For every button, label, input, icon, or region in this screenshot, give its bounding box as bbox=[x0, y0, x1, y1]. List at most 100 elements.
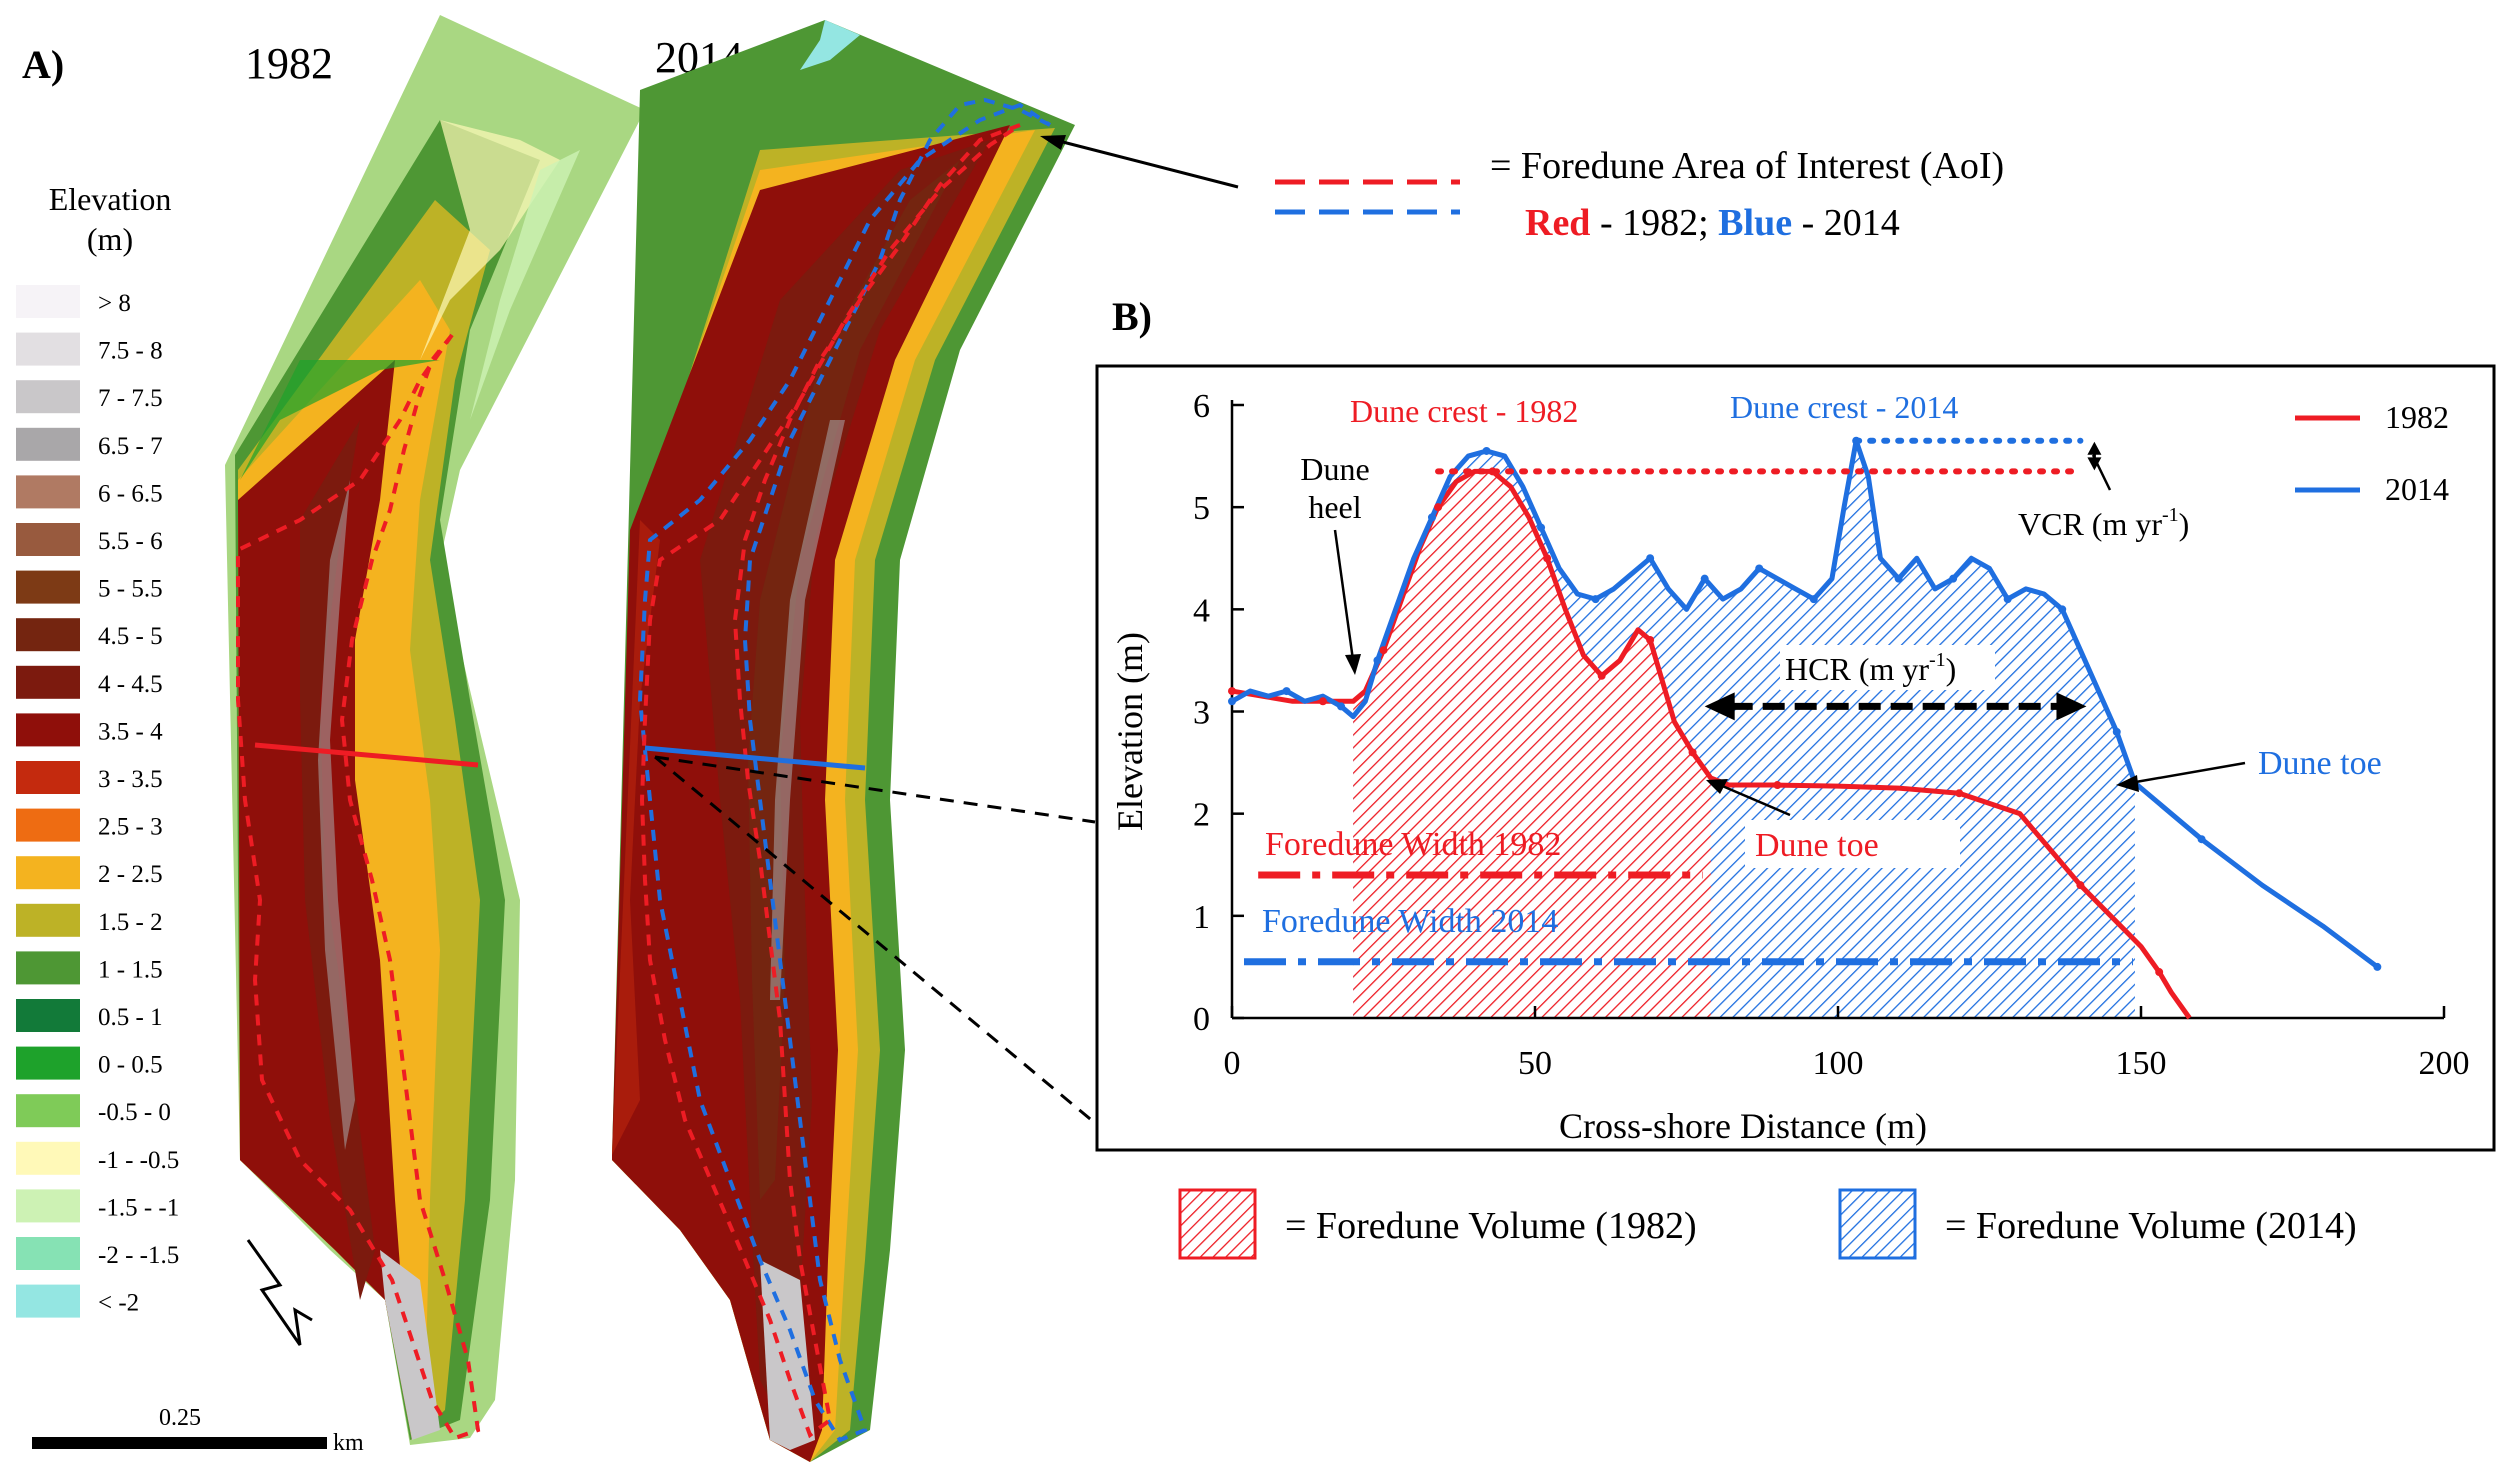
dune-heel-label: Dune bbox=[1300, 451, 1369, 487]
series-2014-point bbox=[2112, 727, 2121, 736]
vcr-label-sup: -1 bbox=[2162, 504, 2179, 526]
series-1982-point bbox=[1434, 503, 1443, 512]
series-1982-point bbox=[2155, 968, 2164, 977]
vcr-label-close: ) bbox=[2179, 506, 2190, 542]
legend-swatch bbox=[16, 332, 80, 366]
legend-swatch bbox=[16, 713, 80, 747]
legend-swatch bbox=[16, 380, 80, 414]
legend-label: 3.5 - 4 bbox=[98, 718, 163, 745]
hcr-label: HCR (m yr-1) bbox=[1785, 649, 1956, 687]
series-2014-point bbox=[1949, 574, 1958, 583]
legend-label: 0 - 0.5 bbox=[98, 1052, 163, 1079]
map-1982 bbox=[225, 15, 645, 1445]
aoi-legend-label: = Foredune Area of Interest (AoI) bbox=[1490, 145, 2004, 187]
legend-label: 4.5 - 5 bbox=[98, 623, 163, 650]
legend-swatch bbox=[16, 1094, 80, 1128]
legend-swatch bbox=[16, 570, 80, 604]
dune-toe-1982-pointer bbox=[1719, 783, 1791, 817]
year-1982-label: 1982 bbox=[245, 39, 333, 88]
series-2014-point bbox=[1646, 554, 1655, 563]
legend-label: -2 - -1.5 bbox=[98, 1242, 179, 1269]
series-1982-point bbox=[1543, 554, 1552, 563]
foredune-width-1982-label: Foredune Width 1982 bbox=[1265, 826, 1561, 863]
series-2014-point bbox=[2058, 605, 2067, 614]
vcr-arrow-head-up bbox=[2087, 441, 2102, 455]
legend-swatch bbox=[16, 856, 80, 890]
series-1982-point bbox=[1597, 671, 1606, 680]
legend-label: -1.5 - -1 bbox=[98, 1194, 179, 1221]
vcr-label: VCR (m yr-1) bbox=[2018, 504, 2189, 542]
legend-label: 2.5 - 3 bbox=[98, 814, 163, 841]
series-2014-line bbox=[1230, 438, 2379, 969]
volume-1982-label: = Foredune Volume (1982) bbox=[1285, 1205, 1697, 1247]
series-2014-point bbox=[1228, 697, 1236, 706]
vcr-arrow-head-down bbox=[2087, 457, 2102, 471]
x-tick-label: 200 bbox=[2419, 1045, 2470, 1082]
legend-label: 5.5 - 6 bbox=[98, 528, 163, 555]
vcr-pointer bbox=[2091, 454, 2112, 491]
dune-toe-2014-label: Dune toe bbox=[2258, 745, 2382, 782]
aoi-year-key: Red - 1982; Blue - 2014 bbox=[1525, 202, 1900, 244]
aoi-blue-year: - 2014 bbox=[1792, 202, 1900, 244]
map-2014 bbox=[612, 20, 1075, 1462]
legend-label: 6.5 - 7 bbox=[98, 433, 163, 460]
legend-label: 3 - 3.5 bbox=[98, 766, 163, 793]
legend-label: > 8 bbox=[98, 290, 131, 317]
legend-label: 6 - 6.5 bbox=[98, 480, 163, 507]
x-tick-label: 50 bbox=[1518, 1045, 1552, 1082]
legend-swatch bbox=[16, 523, 80, 556]
legend-swatch bbox=[16, 285, 80, 318]
hcr-arrow-head-left bbox=[1704, 692, 1735, 721]
y-tick-label: 4 bbox=[1193, 592, 1210, 629]
series-2014-point bbox=[1809, 595, 1818, 604]
legend-swatch bbox=[16, 1237, 80, 1270]
series-2014-point bbox=[1537, 523, 1546, 532]
series-1982-point bbox=[1318, 697, 1327, 706]
hcr-label-text: HCR (m yr bbox=[1785, 651, 1929, 687]
volume-2014-label: = Foredune Volume (2014) bbox=[1945, 1205, 2357, 1247]
legend-swatch bbox=[16, 951, 80, 985]
series-2014-point bbox=[2197, 835, 2206, 844]
series-1982-point bbox=[1379, 646, 1388, 655]
legend-label: -1 - -0.5 bbox=[98, 1147, 179, 1174]
dune-toe-1982-label: Dune toe bbox=[1755, 827, 1879, 864]
legend-swatch bbox=[16, 1189, 80, 1223]
series-2014-point bbox=[2373, 962, 2382, 971]
transect-1982 bbox=[254, 742, 479, 768]
dune-toe-1982-arrowhead bbox=[1706, 779, 1728, 794]
aoi-blue-word: Blue bbox=[1718, 202, 1792, 244]
dune-toe-2014-pointer bbox=[2129, 761, 2246, 785]
scale-bar-unit: km bbox=[333, 1430, 364, 1456]
aoi-1982-boundary bbox=[236, 333, 481, 1441]
legend-label: 5 - 5.5 bbox=[98, 576, 163, 603]
hcr-label-bg bbox=[1780, 645, 1995, 690]
legend-label: 1.5 - 2 bbox=[98, 909, 163, 936]
series-1982-point bbox=[2076, 881, 2085, 890]
foredune-width-2014-label: Foredune Width 2014 bbox=[1262, 903, 1558, 940]
panel-a-label: A) bbox=[22, 42, 64, 87]
y-tick-label: 1 bbox=[1193, 899, 1210, 936]
legend-swatch bbox=[16, 761, 80, 794]
dune-toe-2014-arrowhead bbox=[2116, 775, 2139, 792]
legend-swatch bbox=[16, 1046, 80, 1080]
hcr-label-close: ) bbox=[1946, 651, 1957, 687]
scale-bar-value: 0.25 bbox=[159, 1405, 201, 1431]
y-tick-label: 0 bbox=[1193, 1001, 1210, 1038]
panel-b-label: B) bbox=[1112, 294, 1152, 339]
legend-label: 2 - 2.5 bbox=[98, 861, 163, 888]
volume-legend: = Foredune Volume (1982) = Foredune Volu… bbox=[1178, 1188, 2357, 1260]
x-tick-label: 100 bbox=[1813, 1045, 1864, 1082]
legend-swatch bbox=[16, 427, 80, 461]
legend-label: 4 - 4.5 bbox=[98, 671, 163, 698]
legend-swatch bbox=[16, 475, 80, 509]
aoi-legend: = Foredune Area of Interest (AoI) Red - … bbox=[1040, 135, 2004, 244]
hcr-arrow-head-right bbox=[2056, 692, 2087, 721]
vcr-label-text: VCR (m yr bbox=[2018, 506, 2162, 542]
legend-swatch bbox=[16, 665, 80, 699]
panel-b: B) 0 1 2 3 4 5 6 0 50 100 150 200 Cross-shore Distan… bbox=[1095, 294, 2496, 1260]
foredune-volume-1982-area bbox=[1353, 471, 1711, 1018]
series-1982-point bbox=[1646, 635, 1655, 644]
dune-heel-arrowhead bbox=[1345, 654, 1361, 675]
legend-swatch bbox=[16, 903, 80, 937]
